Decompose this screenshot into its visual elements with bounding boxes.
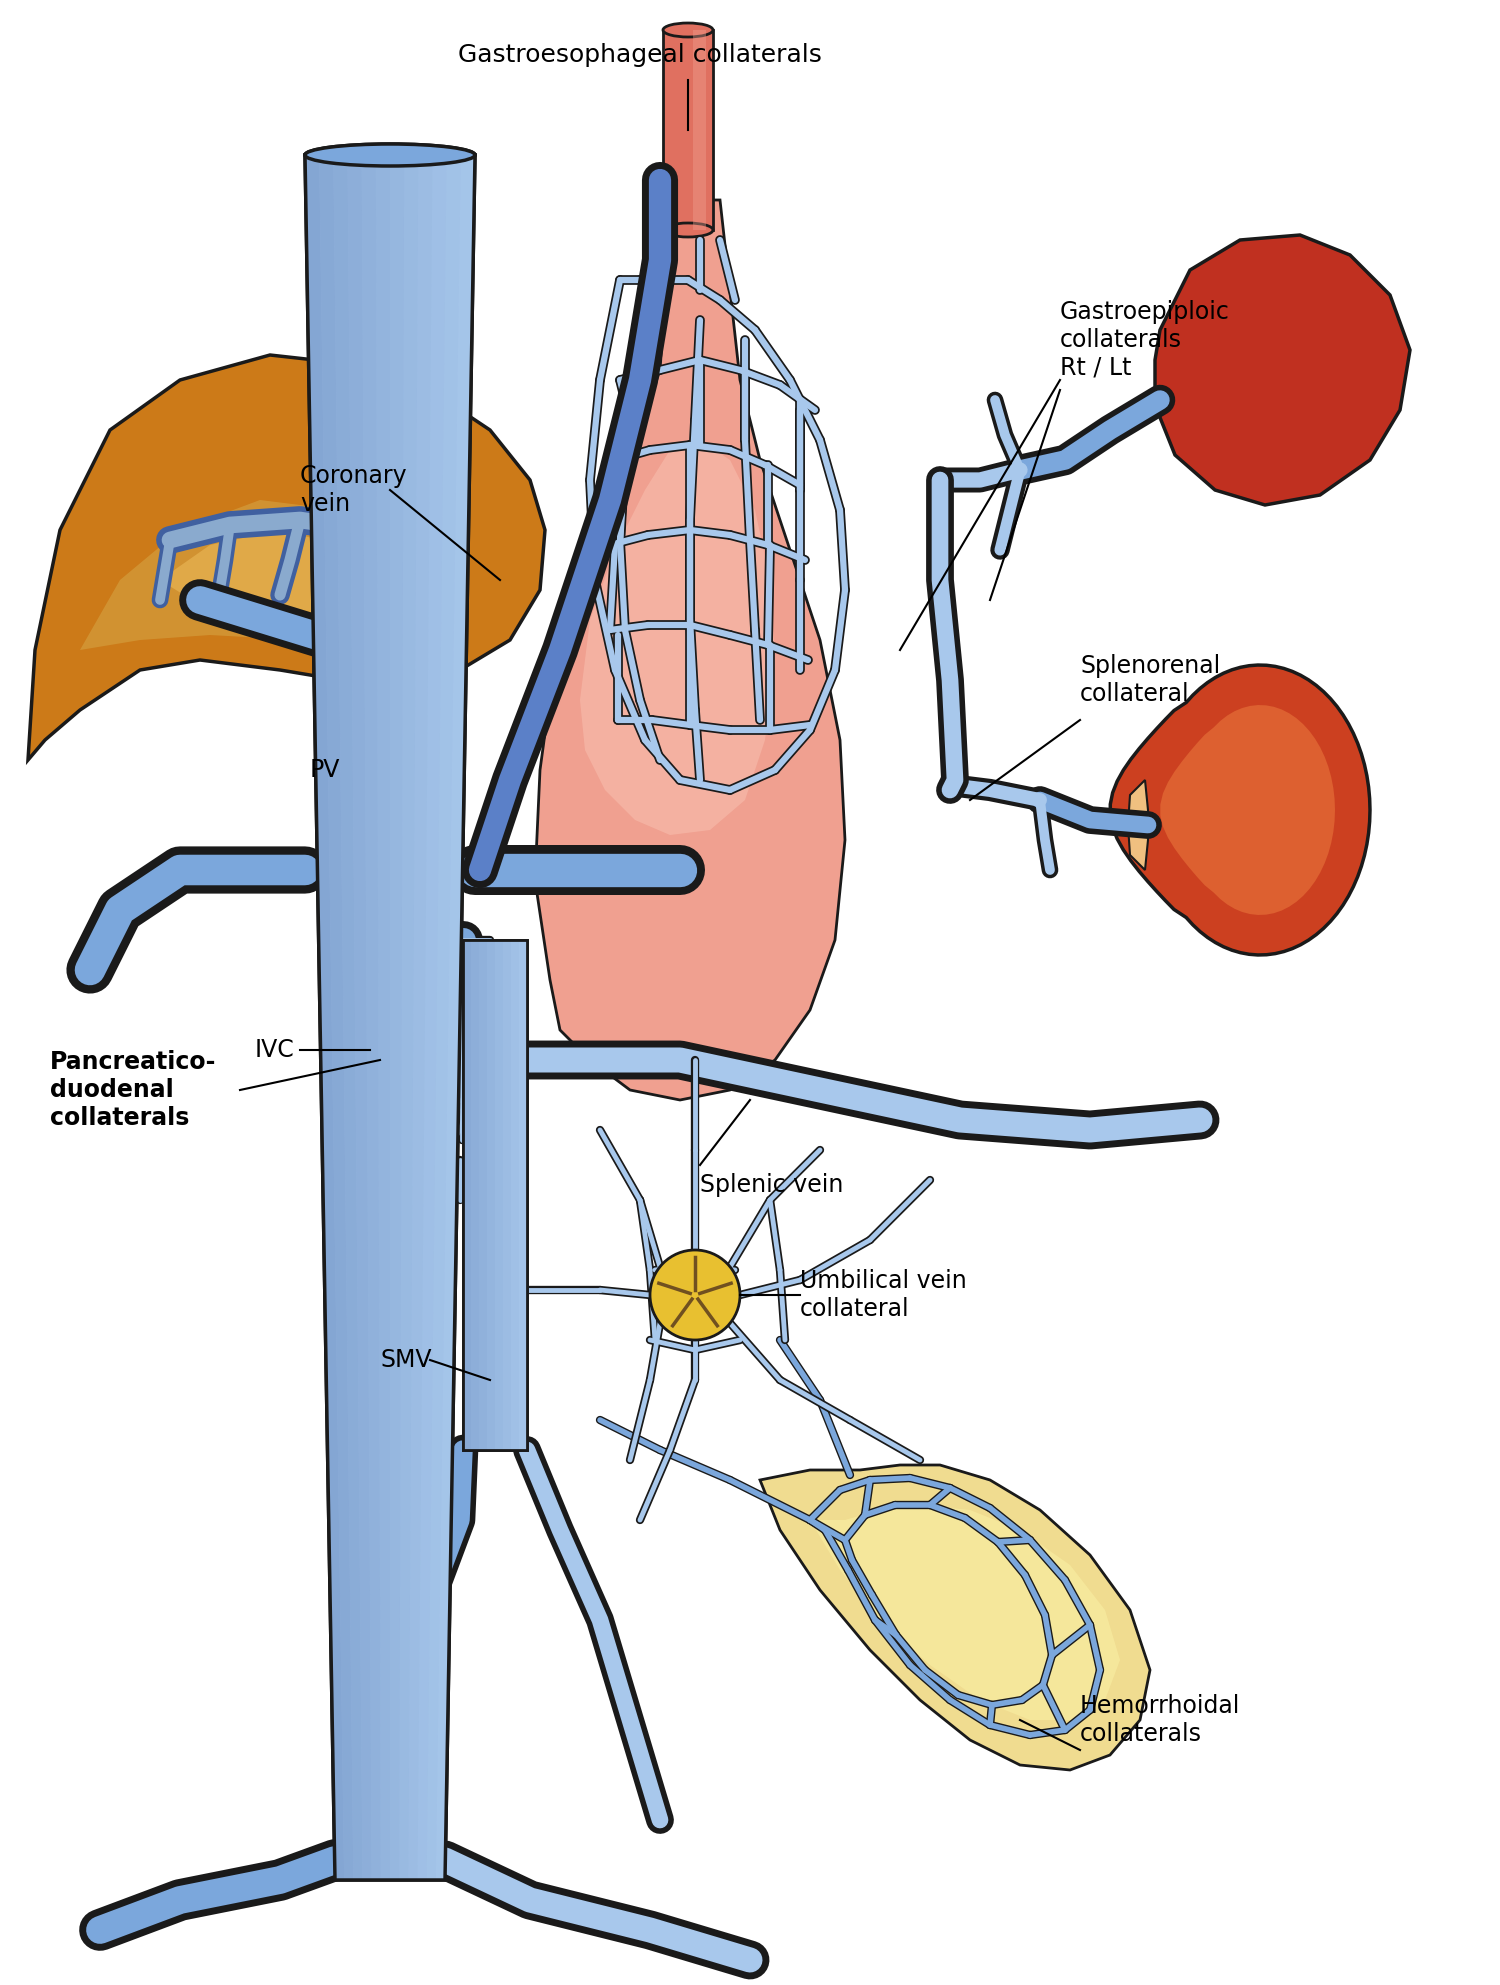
Text: SMV: SMV [380, 1348, 432, 1372]
Polygon shape [1155, 234, 1410, 504]
Polygon shape [426, 155, 460, 1880]
Polygon shape [362, 155, 381, 1880]
Polygon shape [348, 155, 372, 1880]
Polygon shape [464, 941, 471, 1449]
Polygon shape [512, 941, 519, 1449]
Polygon shape [471, 941, 478, 1449]
Polygon shape [760, 1465, 1150, 1771]
Text: Splenic vein: Splenic vein [700, 1173, 843, 1197]
Ellipse shape [663, 24, 712, 38]
Polygon shape [810, 1505, 1120, 1719]
Polygon shape [495, 941, 502, 1449]
Polygon shape [348, 155, 372, 1880]
Polygon shape [80, 500, 420, 649]
Polygon shape [503, 941, 512, 1449]
Polygon shape [376, 155, 390, 1880]
Polygon shape [478, 941, 488, 1449]
Polygon shape [663, 30, 712, 230]
Polygon shape [408, 155, 432, 1880]
Polygon shape [464, 941, 526, 1449]
Polygon shape [28, 355, 544, 760]
Ellipse shape [304, 145, 476, 167]
Text: PV: PV [310, 758, 340, 782]
Polygon shape [478, 941, 488, 1449]
Text: Gastroesophageal collaterals: Gastroesophageal collaterals [458, 44, 822, 67]
Polygon shape [333, 155, 363, 1880]
Polygon shape [362, 155, 381, 1880]
Polygon shape [333, 155, 363, 1880]
Polygon shape [464, 941, 471, 1449]
Polygon shape [488, 941, 495, 1449]
Text: Splenorenal
collateral: Splenorenal collateral [1080, 655, 1221, 707]
Text: Umbilical vein
collateral: Umbilical vein collateral [800, 1268, 966, 1320]
Polygon shape [408, 155, 432, 1880]
Polygon shape [160, 530, 370, 615]
Polygon shape [399, 155, 418, 1880]
Polygon shape [495, 941, 502, 1449]
Polygon shape [304, 155, 476, 1880]
Polygon shape [503, 941, 512, 1449]
Polygon shape [1161, 705, 1335, 915]
Polygon shape [390, 155, 404, 1880]
Polygon shape [471, 941, 478, 1449]
Polygon shape [536, 200, 844, 1100]
Polygon shape [417, 155, 447, 1880]
Ellipse shape [304, 145, 476, 167]
Polygon shape [512, 941, 519, 1449]
Polygon shape [580, 441, 776, 836]
Polygon shape [320, 155, 354, 1880]
Polygon shape [417, 155, 447, 1880]
Polygon shape [376, 155, 390, 1880]
Polygon shape [693, 30, 706, 230]
Polygon shape [1128, 780, 1148, 869]
Polygon shape [1110, 665, 1370, 955]
Polygon shape [304, 155, 344, 1880]
Polygon shape [426, 155, 460, 1880]
Circle shape [650, 1251, 740, 1340]
Text: Hemorrhoidal
collaterals: Hemorrhoidal collaterals [1080, 1693, 1240, 1747]
Polygon shape [304, 155, 344, 1880]
Polygon shape [320, 155, 354, 1880]
Polygon shape [464, 941, 526, 1449]
Text: IVC: IVC [255, 1038, 294, 1062]
Polygon shape [399, 155, 418, 1880]
Ellipse shape [663, 222, 712, 236]
Text: Pancreatico-
duodenal
collaterals: Pancreatico- duodenal collaterals [50, 1050, 216, 1129]
Polygon shape [390, 155, 404, 1880]
Text: Coronary
vein: Coronary vein [300, 464, 408, 516]
Polygon shape [304, 155, 476, 1880]
Text: Gastroepiploic
collaterals
Rt / Lt: Gastroepiploic collaterals Rt / Lt [1060, 300, 1230, 379]
Polygon shape [488, 941, 495, 1449]
